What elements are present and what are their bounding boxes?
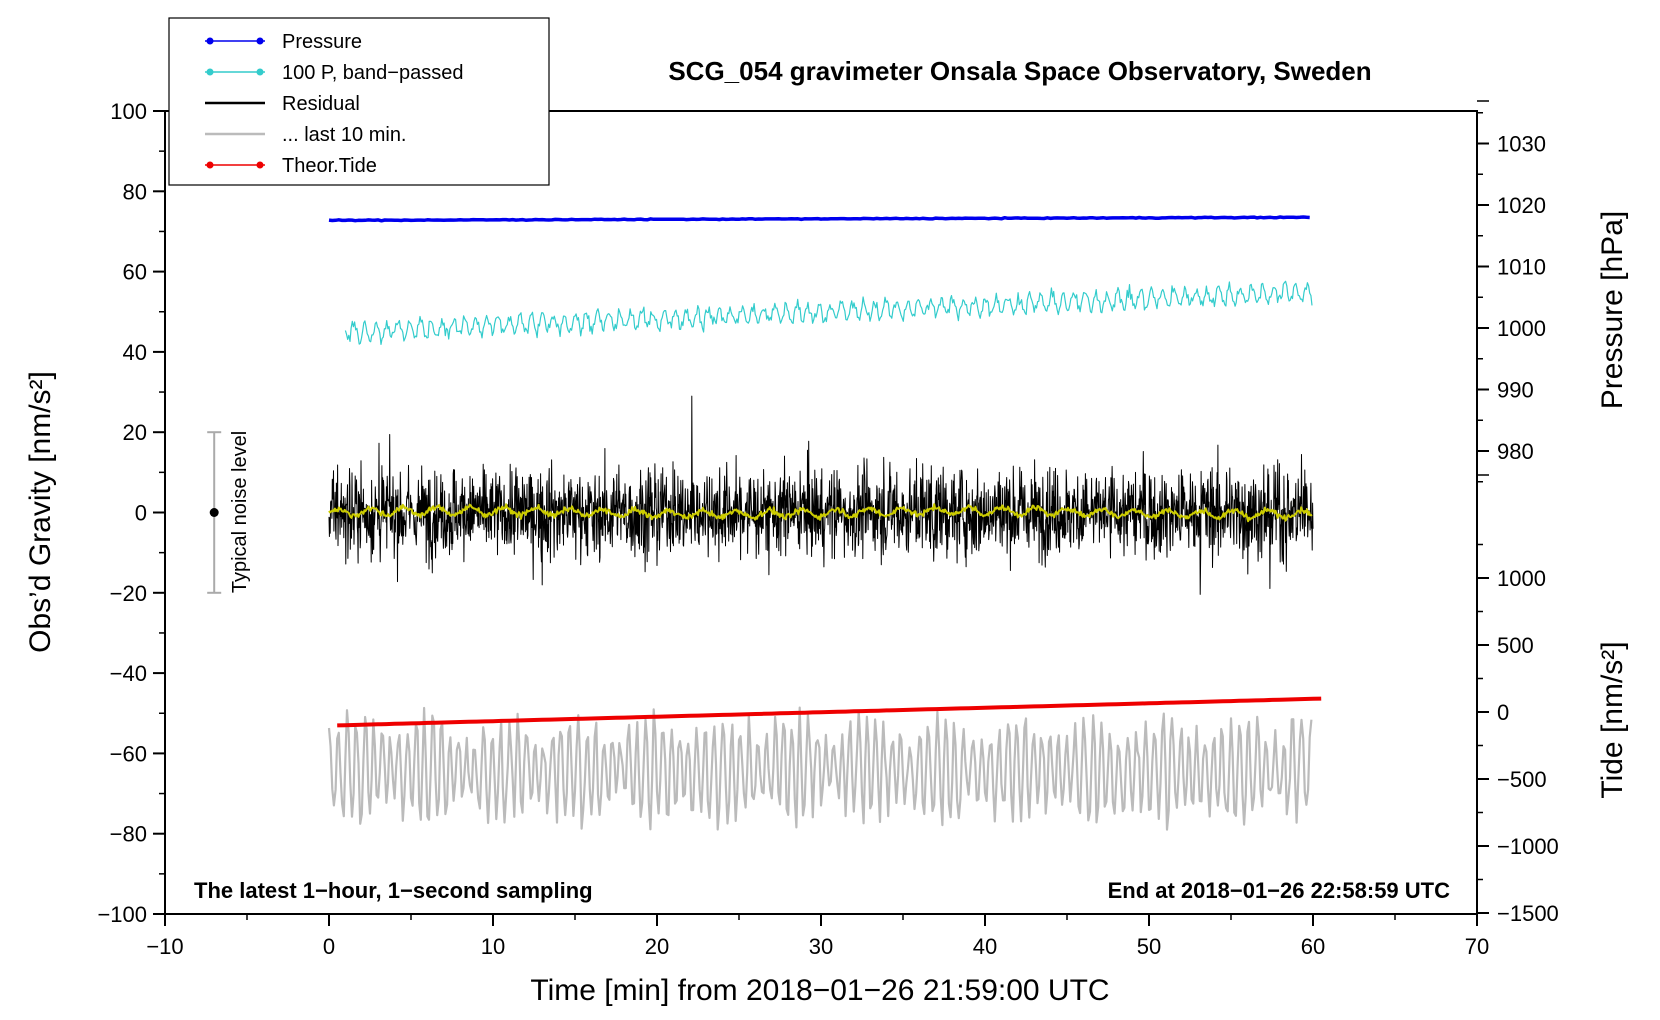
series-band-passed-pressure	[344, 280, 1313, 345]
series-residual	[328, 395, 1314, 595]
legend-box	[168, 17, 550, 186]
tide-tick-label: 1000	[1497, 566, 1546, 591]
x-tick-label: 60	[1301, 934, 1325, 959]
chart-title: SCG_054 gravimeter Onsala Space Observat…	[668, 56, 1371, 86]
x-tick-label: 50	[1137, 934, 1161, 959]
y-tick-label: −80	[110, 822, 147, 847]
x-axis-label: Time [min] from 2018−01−26 21:59:00 UTC	[530, 974, 1109, 1007]
series-theoretical-tide	[337, 696, 1322, 728]
y-tick-label: −100	[97, 902, 147, 927]
x-tick-label: 10	[481, 934, 505, 959]
legend-marker	[206, 161, 214, 169]
tide-tick-label: 500	[1497, 633, 1534, 658]
legend-marker	[256, 161, 264, 169]
legend-marker	[256, 68, 264, 76]
y-tick-label: −20	[110, 581, 147, 606]
x-tick-label: 40	[973, 934, 997, 959]
note-end-time: End at 2018−01−26 22:58:59 UTC	[1108, 878, 1451, 903]
y-tick-label: 80	[123, 179, 147, 204]
y-tick-label: −40	[110, 661, 147, 686]
pressure-tick-label: 1020	[1497, 193, 1546, 218]
pressure-tick-label: 1030	[1497, 132, 1546, 157]
noise-level-label: Typical noise level	[229, 431, 251, 593]
legend-label: ... last 10 min.	[282, 124, 407, 146]
legend-label: Residual	[282, 93, 360, 115]
legend-label: Theor.Tide	[282, 155, 377, 177]
y-axis-label-left: Obs’d Gravity [nm/s²]	[24, 371, 57, 653]
axes-layer: −10 0 10 20 30 40 50 60 70−100−80−60−40−20020406…	[97, 99, 1558, 959]
legend-marker	[206, 37, 214, 45]
noise-center-dot	[209, 508, 219, 517]
x-tick-label: −10	[146, 934, 183, 959]
pressure-tick-label: 1010	[1497, 255, 1546, 280]
y-tick-label: 20	[123, 420, 147, 445]
series-residual-smoothed	[328, 503, 1313, 523]
pressure-tick-label: 1000	[1497, 316, 1546, 341]
tide-tick-label: −500	[1497, 767, 1547, 792]
y-axis-label-pressure: Pressure [hPa]	[1596, 211, 1629, 409]
x-tick-label: 0	[323, 934, 335, 959]
note-sampling: The latest 1−hour, 1−second sampling	[194, 878, 593, 903]
legend: Pressure 100 P, band−passed Residual ... la…	[168, 17, 550, 186]
pressure-tick-label: 980	[1497, 439, 1534, 464]
x-tick-label: 70	[1465, 934, 1489, 959]
y-tick-label: 60	[123, 260, 147, 285]
series-last-10-min	[327, 706, 1313, 831]
legend-label: Pressure	[282, 31, 362, 53]
tide-tick-label: −1500	[1497, 901, 1559, 926]
tide-tick-label: −1000	[1497, 834, 1559, 859]
legend-marker	[256, 37, 264, 45]
pressure-tick-label: 990	[1497, 378, 1534, 403]
y-tick-label: 0	[135, 501, 147, 526]
y-tick-label: −60	[110, 741, 147, 766]
tide-tick-label: 0	[1497, 700, 1509, 725]
series-layer	[327, 215, 1322, 831]
x-tick-label: 30	[809, 934, 833, 959]
x-tick-label: 20	[645, 934, 669, 959]
legend-marker	[206, 68, 214, 76]
y-axis-label-tide: Tide [nm/s²]	[1596, 641, 1629, 798]
noise-level-indicator	[207, 431, 222, 594]
y-tick-label: 40	[123, 340, 147, 365]
series-pressure	[328, 215, 1310, 223]
legend-label: 100 P, band−passed	[282, 62, 463, 84]
y-tick-label: 100	[110, 99, 147, 124]
